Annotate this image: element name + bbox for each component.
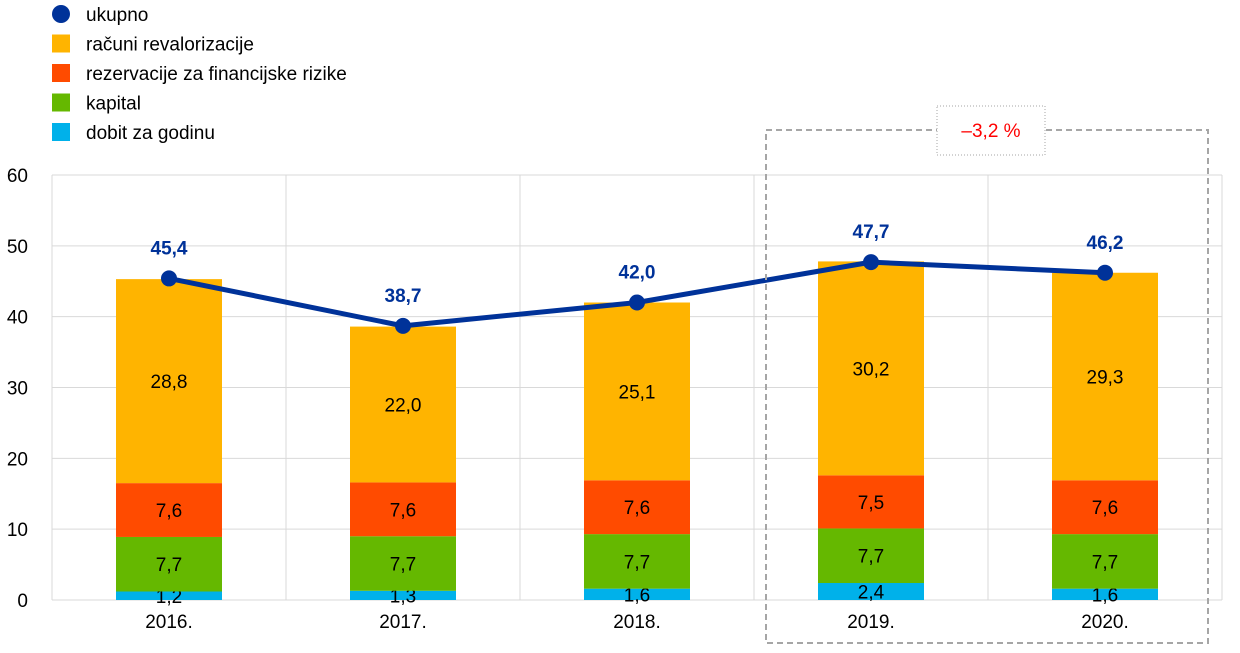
legend-label: ukupno — [86, 5, 148, 26]
x-tick-label: 2017. — [379, 612, 427, 633]
data-label: 1,6 — [1092, 585, 1118, 606]
x-tick-label: 2019. — [847, 612, 895, 633]
line-data-label: 45,4 — [151, 238, 188, 259]
y-tick-label: 20 — [7, 449, 28, 470]
legend-swatch — [52, 93, 70, 112]
bar-segment — [350, 482, 456, 537]
data-label: 1,6 — [624, 585, 650, 606]
line-point — [1097, 264, 1113, 281]
bar-segment — [584, 302, 690, 481]
x-tick-label: 2016. — [145, 612, 193, 633]
data-label: 7,7 — [390, 555, 416, 576]
bar-segment — [350, 590, 456, 600]
data-label: 1,3 — [390, 586, 416, 607]
data-label: 29,3 — [1087, 368, 1124, 389]
bar-segment — [116, 536, 222, 592]
y-tick-label: 0 — [17, 591, 28, 612]
legend-label: rezervacije za financijske rizike — [86, 64, 347, 85]
bar-segment — [116, 591, 222, 600]
line-point — [863, 254, 879, 271]
bar-segment — [350, 326, 456, 483]
y-tick-label: 40 — [7, 308, 28, 329]
annotation-text: –3,2 % — [961, 121, 1020, 142]
data-label: 7,7 — [858, 547, 884, 568]
x-tick-label: 2018. — [613, 612, 661, 633]
bar-segment — [584, 588, 690, 600]
y-tick-label: 50 — [7, 237, 28, 258]
data-label: 7,6 — [624, 498, 650, 519]
data-label: 7,6 — [1092, 498, 1118, 519]
legend-label: kapital — [86, 94, 141, 115]
line-data-label: 42,0 — [619, 263, 656, 284]
line-point — [161, 270, 177, 287]
data-label: 25,1 — [619, 382, 656, 403]
data-label: 1,2 — [156, 587, 182, 608]
bar-segment — [584, 480, 690, 535]
y-tick-label: 10 — [7, 520, 28, 541]
bar-segment — [1052, 534, 1158, 589]
line-point — [395, 317, 411, 334]
line-data-label: 47,7 — [853, 222, 890, 243]
data-label: 22,0 — [385, 396, 422, 417]
data-label: 30,2 — [853, 359, 890, 380]
bar-segment — [116, 483, 222, 537]
data-label: 7,6 — [156, 501, 182, 522]
line-data-label: 38,7 — [385, 286, 422, 307]
bar-segment — [1052, 272, 1158, 481]
y-tick-label: 60 — [7, 166, 28, 187]
x-tick-label: 2020. — [1081, 612, 1129, 633]
data-label: 2,4 — [858, 583, 885, 604]
bar-segment — [818, 528, 924, 583]
bar-segment — [1052, 588, 1158, 600]
y-tick-label: 30 — [7, 379, 28, 400]
data-label: 7,7 — [624, 552, 650, 573]
bar-segment — [350, 536, 456, 591]
line-data-label: 46,2 — [1087, 233, 1124, 254]
data-label: 28,8 — [151, 372, 188, 393]
legend-swatch — [52, 123, 70, 141]
legend-swatch — [52, 64, 70, 82]
line-point — [629, 294, 645, 311]
data-label: 7,7 — [1092, 552, 1118, 573]
legend-label: dobit za godinu — [86, 123, 215, 144]
annotation-box — [936, 105, 1046, 156]
legend-swatch — [52, 34, 70, 53]
bar-segment — [818, 583, 924, 600]
bar-segment — [584, 534, 690, 589]
data-label: 7,6 — [390, 500, 416, 521]
data-label: 7,7 — [156, 555, 182, 576]
bar-segment — [1052, 480, 1158, 535]
bar-segment — [818, 475, 924, 529]
legend-label: računi revalorizacije — [86, 35, 254, 56]
bar-segment — [818, 261, 924, 476]
data-label: 7,5 — [858, 493, 884, 514]
bar-segment — [116, 279, 222, 484]
legend-marker — [52, 5, 70, 23]
